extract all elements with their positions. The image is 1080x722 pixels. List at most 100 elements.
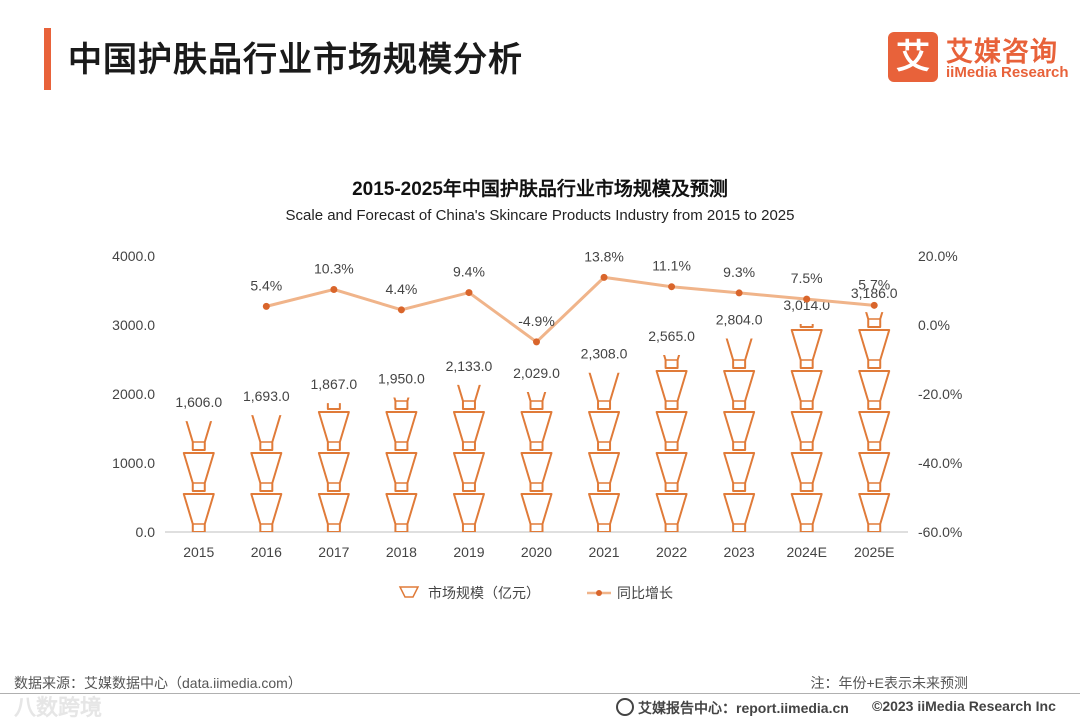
chart-subtitle: Scale and Forecast of China's Skincare P… [285,207,795,224]
bar-icon [317,493,350,532]
x-axis-tick-label: 2024E [786,544,826,560]
growth-data-label: 5.4% [250,277,282,293]
x-axis-tick-label: 2021 [588,544,619,560]
y-axis-tick-label: 4000.0 [112,248,155,264]
y2-axis-tick-label: -20.0% [918,386,962,402]
growth-point [262,302,270,310]
y2-axis-tick-label: -40.0% [918,455,962,471]
x-axis-tick-label: 2018 [386,544,417,560]
bar-icon [520,411,553,451]
y-axis-tick-label: 3000.0 [112,317,155,333]
y-axis-tick-label: 2000.0 [112,386,155,402]
x-axis-tick-label: 2017 [318,544,349,560]
x-axis-tick-label: 2025E [854,544,894,560]
bar-icon [182,493,215,533]
bar-icon [723,452,756,492]
watermark: 八数跨境 [14,695,103,720]
source-note: 数据来源：艾媒数据中心（data.iimedia.com） [14,675,302,691]
legend: 市场规模（亿元） 同比增长 [398,585,673,601]
bar-data-label: 2,565.0 [648,328,695,344]
copyright: ©2023 iiMedia Research Inc [872,698,1056,714]
x-axis-tick-label: 2016 [251,544,282,560]
bar-icon [655,493,688,533]
bar-icon [520,493,553,532]
bar-icon [723,493,756,532]
bar-icon [386,330,416,368]
legend-line-dot [596,590,602,596]
bar-icon [655,370,688,410]
growth-point [533,338,540,346]
growth-data-label: 7.5% [791,270,823,286]
bar-icon [790,411,823,451]
bar [182,421,215,533]
growth-point [397,306,405,314]
bar-icon [655,452,688,492]
bar-data-label: 2,308.0 [581,346,628,362]
bar-icon [799,324,814,328]
bar-icon [790,452,823,492]
growth-point [803,295,811,303]
page-title: 中国护肤品行业市场规模分析 [68,41,523,79]
bar [317,330,350,532]
report-center: 艾媒报告中心：report.iimedia.cn [616,698,849,718]
bar-icon [250,493,283,533]
bar-icon [319,330,349,368]
bar-icon [588,372,620,410]
growth-data-label: 11.1% [652,258,691,274]
globe-icon [616,698,634,716]
bar [655,289,688,533]
bar [858,312,891,532]
bar-data-label: 1,867.0 [311,376,358,392]
y2-axis-tick-label: 20.0% [918,248,958,264]
logo-chinese-text: 艾媒咨询 [946,37,1058,67]
bar-icon [723,411,756,451]
title-accent-bar [44,28,51,90]
legend-bar-icon [398,586,420,598]
bar-icon [317,411,350,451]
bar-icon [858,329,891,369]
logo-english-text: iiMedia Research [946,64,1069,81]
bar-icon [185,421,213,451]
growth-data-label: 4.4% [385,281,417,297]
bar [723,338,756,532]
growth-data-label: 5.7% [858,276,890,292]
growth-line [265,275,875,344]
bar-icon [790,329,823,369]
bar [452,384,485,532]
growth-point [870,301,878,309]
bar-icon [858,411,891,451]
bar [790,324,823,532]
growth-data-label: 13.8% [584,248,624,264]
growth-data-label: 10.3% [314,260,354,276]
growth-data-label: 9.4% [453,264,485,280]
bar-icon [790,493,823,532]
growth-data-label: 9.3% [723,264,755,280]
legend-bar-label: 市场规模（亿元） [428,585,540,601]
bar-icon [588,452,621,492]
forecast-note: 注：年份+E表示未来预测 [810,675,968,691]
bar-icon [452,411,485,451]
bar-icon [317,452,350,492]
bar-icon [790,370,823,410]
bar-data-label: 2,029.0 [513,365,560,381]
growth-data-label: -4.9% [518,313,555,329]
x-axis-tick-label: 2019 [453,544,484,560]
bar-data-label: 2,804.0 [716,312,763,328]
bar-icon [326,403,341,410]
bar-icon [655,411,688,451]
bar-data-label: 3,186.0 [851,285,898,301]
growth-point [330,285,338,293]
bar-icon [457,384,481,410]
x-axis-tick-label: 2015 [183,544,214,560]
bar-icon [385,493,418,533]
report-center-text: 艾媒报告中心：report.iimedia.cn [638,700,849,716]
bar-data-label: 2,133.0 [446,358,493,374]
bar-icon [520,452,553,492]
y2-axis-tick-label: -60.0% [918,524,962,540]
footer-divider [0,693,1080,694]
logo-mark-icon: 艾 [888,32,938,82]
bar-icon [657,289,687,327]
growth-point [465,289,473,297]
bar-icon [588,411,621,451]
